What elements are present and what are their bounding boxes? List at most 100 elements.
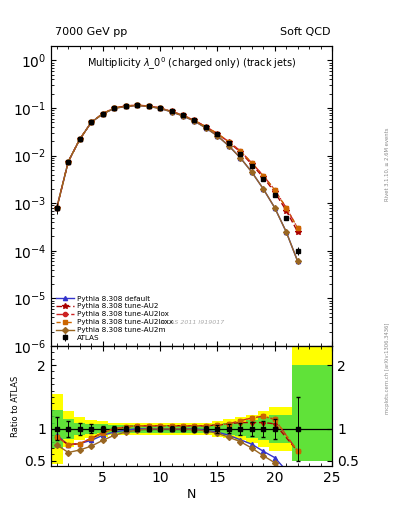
Pythia 8.308 default — [135, 102, 140, 109]
Pythia 8.308 tune-AU2lox — [215, 131, 220, 137]
Pythia 8.308 tune-AU2lox — [55, 205, 59, 211]
Text: Rivet 3.1.10, ≥ 2.6M events: Rivet 3.1.10, ≥ 2.6M events — [385, 127, 390, 201]
Pythia 8.308 default — [100, 111, 105, 117]
Pythia 8.308 default — [215, 133, 220, 139]
Pythia 8.308 default — [55, 205, 59, 211]
Pythia 8.308 default — [250, 169, 254, 175]
Pythia 8.308 tune-AU2m — [55, 205, 59, 211]
Y-axis label: Ratio to ATLAS: Ratio to ATLAS — [11, 375, 20, 437]
Pythia 8.308 tune-AU2loxx — [55, 205, 59, 211]
Pythia 8.308 tune-AU2lox — [146, 103, 151, 109]
Pythia 8.308 tune-AU2 — [226, 139, 231, 145]
Pythia 8.308 tune-AU2loxx — [100, 111, 105, 117]
Pythia 8.308 tune-AU2m — [169, 109, 174, 115]
Pythia 8.308 tune-AU2lox — [238, 148, 243, 154]
Pythia 8.308 tune-AU2loxx — [226, 139, 231, 145]
Pythia 8.308 tune-AU2lox — [123, 103, 128, 109]
Pythia 8.308 tune-AU2 — [272, 189, 277, 195]
Pythia 8.308 tune-AU2lox — [192, 117, 197, 123]
Pythia 8.308 default — [89, 119, 94, 125]
Pythia 8.308 tune-AU2 — [295, 229, 300, 235]
Pythia 8.308 tune-AU2 — [112, 105, 117, 111]
Pythia 8.308 tune-AU2 — [215, 131, 220, 137]
Pythia 8.308 tune-AU2loxx — [158, 105, 162, 111]
X-axis label: N: N — [187, 487, 196, 501]
Line: Pythia 8.308 tune-AU2loxx: Pythia 8.308 tune-AU2loxx — [55, 103, 300, 230]
Pythia 8.308 default — [272, 205, 277, 211]
Text: ATLAS 2011 I919017: ATLAS 2011 I919017 — [159, 320, 224, 325]
Pythia 8.308 tune-AU2lox — [250, 160, 254, 166]
Pythia 8.308 tune-AU2 — [238, 149, 243, 155]
Pythia 8.308 tune-AU2 — [66, 159, 71, 165]
Pythia 8.308 default — [146, 103, 151, 110]
Pythia 8.308 tune-AU2loxx — [181, 112, 185, 118]
Line: Pythia 8.308 tune-AU2: Pythia 8.308 tune-AU2 — [54, 102, 301, 234]
Pythia 8.308 tune-AU2 — [181, 112, 185, 118]
Pythia 8.308 tune-AU2 — [100, 111, 105, 117]
Pythia 8.308 tune-AU2loxx — [123, 103, 128, 109]
Pythia 8.308 tune-AU2 — [77, 136, 82, 142]
Legend: Pythia 8.308 default, Pythia 8.308 tune-AU2, Pythia 8.308 tune-AU2lox, Pythia 8.: Pythia 8.308 default, Pythia 8.308 tune-… — [55, 294, 174, 343]
Pythia 8.308 tune-AU2m — [146, 103, 151, 110]
Pythia 8.308 default — [181, 113, 185, 119]
Pythia 8.308 default — [77, 136, 82, 142]
Pythia 8.308 tune-AU2m — [100, 111, 105, 117]
Pythia 8.308 tune-AU2lox — [112, 105, 117, 111]
Pythia 8.308 tune-AU2loxx — [89, 119, 94, 125]
Pythia 8.308 tune-AU2loxx — [112, 105, 117, 111]
Pythia 8.308 default — [238, 155, 243, 161]
Pythia 8.308 tune-AU2 — [55, 205, 59, 211]
Pythia 8.308 tune-AU2 — [123, 103, 128, 109]
Pythia 8.308 tune-AU2 — [158, 105, 162, 111]
Text: Soft QCD: Soft QCD — [280, 27, 330, 37]
Pythia 8.308 tune-AU2m — [181, 113, 185, 119]
Pythia 8.308 tune-AU2m — [89, 119, 94, 125]
Pythia 8.308 default — [226, 143, 231, 149]
Text: 7000 GeV pp: 7000 GeV pp — [55, 27, 127, 37]
Pythia 8.308 default — [112, 105, 117, 112]
Pythia 8.308 tune-AU2lox — [66, 159, 71, 165]
Pythia 8.308 tune-AU2m — [250, 169, 254, 175]
Line: Pythia 8.308 default: Pythia 8.308 default — [55, 103, 300, 263]
Pythia 8.308 tune-AU2loxx — [146, 103, 151, 109]
Pythia 8.308 tune-AU2m — [226, 143, 231, 149]
Pythia 8.308 tune-AU2loxx — [192, 117, 197, 123]
Pythia 8.308 tune-AU2m — [135, 102, 140, 109]
Pythia 8.308 tune-AU2 — [261, 174, 266, 180]
Pythia 8.308 default — [261, 186, 266, 192]
Pythia 8.308 tune-AU2m — [192, 118, 197, 124]
Pythia 8.308 tune-AU2loxx — [204, 124, 208, 130]
Pythia 8.308 tune-AU2lox — [169, 108, 174, 114]
Pythia 8.308 tune-AU2m — [261, 186, 266, 192]
Pythia 8.308 default — [192, 118, 197, 124]
Pythia 8.308 tune-AU2loxx — [215, 131, 220, 137]
Pythia 8.308 tune-AU2lox — [181, 112, 185, 118]
Pythia 8.308 default — [284, 229, 288, 235]
Text: mcplots.cern.ch [arXiv:1306.3436]: mcplots.cern.ch [arXiv:1306.3436] — [385, 323, 390, 414]
Pythia 8.308 tune-AU2lox — [272, 187, 277, 193]
Pythia 8.308 tune-AU2loxx — [261, 173, 266, 179]
Pythia 8.308 tune-AU2 — [250, 161, 254, 167]
Line: Pythia 8.308 tune-AU2lox: Pythia 8.308 tune-AU2lox — [55, 103, 300, 230]
Pythia 8.308 tune-AU2 — [89, 119, 94, 125]
Pythia 8.308 tune-AU2loxx — [135, 102, 140, 108]
Pythia 8.308 default — [123, 103, 128, 110]
Pythia 8.308 tune-AU2 — [146, 103, 151, 109]
Pythia 8.308 tune-AU2lox — [284, 205, 288, 211]
Pythia 8.308 tune-AU2loxx — [66, 159, 71, 165]
Pythia 8.308 tune-AU2loxx — [169, 108, 174, 114]
Pythia 8.308 tune-AU2loxx — [295, 225, 300, 231]
Pythia 8.308 tune-AU2m — [158, 105, 162, 112]
Pythia 8.308 default — [295, 258, 300, 264]
Pythia 8.308 tune-AU2lox — [100, 111, 105, 117]
Pythia 8.308 tune-AU2lox — [158, 105, 162, 111]
Pythia 8.308 default — [169, 109, 174, 115]
Pythia 8.308 tune-AU2m — [295, 258, 300, 264]
Pythia 8.308 tune-AU2m — [215, 133, 220, 139]
Pythia 8.308 tune-AU2m — [123, 103, 128, 110]
Pythia 8.308 tune-AU2loxx — [284, 205, 288, 211]
Pythia 8.308 tune-AU2lox — [135, 102, 140, 108]
Pythia 8.308 tune-AU2 — [135, 102, 140, 108]
Pythia 8.308 tune-AU2lox — [204, 124, 208, 130]
Pythia 8.308 tune-AU2loxx — [272, 187, 277, 193]
